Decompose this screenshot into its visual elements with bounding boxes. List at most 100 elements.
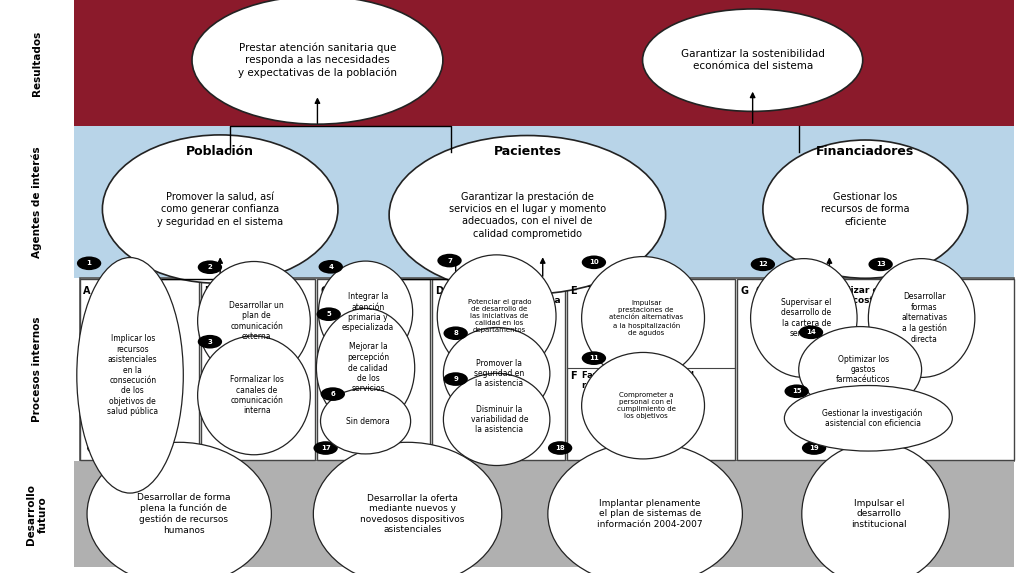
Ellipse shape [321, 388, 411, 454]
Text: Implantar plenamente
el plan de sistemas de
información 2004-2007: Implantar plenamente el plan de sistemas… [597, 499, 702, 529]
Circle shape [582, 256, 606, 269]
Text: Impulsar el
desarrollo
institucional: Impulsar el desarrollo institucional [851, 499, 907, 529]
Text: Población: Población [186, 146, 254, 158]
Text: 16: 16 [94, 445, 104, 451]
Circle shape [321, 387, 345, 401]
Ellipse shape [437, 255, 556, 378]
Text: Formalizar los
canales de
comunicación
interna: Formalizar los canales de comunicación i… [229, 375, 284, 415]
Circle shape [751, 257, 775, 271]
Bar [567, 279, 735, 460]
Text: Favorecer la mejora del
rendimiento profesional
de los RRHH: Favorecer la mejora del rendimiento prof… [582, 371, 696, 401]
Ellipse shape [316, 308, 415, 427]
Text: Agentes de interés: Agentes de interés [32, 146, 42, 258]
Circle shape [799, 325, 823, 339]
Text: Procesos internos: Procesos internos [32, 317, 42, 422]
Text: 12: 12 [758, 261, 768, 268]
Circle shape [443, 372, 468, 386]
Text: Desarrollar un
plan de
comunicación
externa: Desarrollar un plan de comunicación exte… [229, 301, 284, 341]
Text: Aumentar la
percepción
de valor: Aumentar la percepción de valor [217, 286, 280, 316]
Text: 17: 17 [321, 445, 331, 451]
Text: 13: 13 [876, 261, 886, 268]
Ellipse shape [582, 257, 705, 379]
Text: Gestionar los
recursos de forma
eficiente: Gestionar los recursos de forma eficient… [821, 192, 909, 226]
Text: 2: 2 [208, 264, 212, 270]
Text: G: G [740, 286, 749, 296]
Text: Supervisar el
desarrollo de
la cartera de
servicios: Supervisar el desarrollo de la cartera d… [781, 298, 831, 338]
Text: Desarrollar
formas
alternativas
a la gestión
directa: Desarrollar formas alternativas a la ges… [901, 292, 947, 344]
Circle shape [784, 384, 809, 398]
Text: Garantizar la
fiabilidad del sistema: Garantizar la fiabilidad del sistema [451, 286, 560, 305]
Text: 7: 7 [447, 258, 452, 264]
Ellipse shape [77, 257, 183, 493]
Circle shape [318, 260, 343, 274]
Text: 10: 10 [589, 260, 599, 265]
Text: Impulsar
prestaciones de
atención alternativas
a la hospitalización
de agudos: Impulsar prestaciones de atención altern… [609, 300, 683, 336]
Ellipse shape [102, 135, 338, 284]
Text: Disminuir la
variabilidad de
la asistencia: Disminuir la variabilidad de la asistenc… [471, 405, 528, 434]
Text: D: D [435, 286, 443, 296]
Ellipse shape [763, 140, 968, 278]
Ellipse shape [643, 9, 863, 111]
Text: Financiadores: Financiadores [816, 146, 914, 158]
Text: Desarrollo
futuro: Desarrollo futuro [26, 484, 48, 545]
Text: Promover la
seguridad en
la asistencia: Promover la seguridad en la asistencia [474, 359, 524, 388]
Ellipse shape [784, 386, 952, 451]
Circle shape [582, 351, 606, 365]
Ellipse shape [799, 327, 922, 413]
Ellipse shape [313, 442, 502, 573]
Ellipse shape [87, 442, 271, 573]
Text: Promover la salud, así
como generar confianza
y seguridad en el sistema: Promover la salud, así como generar conf… [157, 192, 284, 226]
Text: 6: 6 [331, 391, 335, 397]
Circle shape [868, 257, 893, 271]
Ellipse shape [193, 0, 442, 124]
Bar [74, 0, 1014, 126]
Text: 5: 5 [327, 311, 331, 317]
Bar [74, 126, 1014, 278]
Text: Sin demora: Sin demora [346, 417, 390, 426]
Text: E: E [570, 286, 577, 296]
Text: 3: 3 [208, 339, 212, 345]
Ellipse shape [443, 328, 550, 419]
Text: Resultados: Resultados [32, 30, 42, 96]
Ellipse shape [582, 352, 705, 459]
Circle shape [443, 327, 468, 340]
Ellipse shape [443, 374, 550, 465]
Text: Conocer y racionalizar el
crecimiento de los costes: Conocer y racionalizar el crecimiento de… [756, 286, 885, 305]
Circle shape [437, 254, 462, 268]
Text: Garantizar la sostenibilidad
económica del sistema: Garantizar la sostenibilidad económica d… [681, 49, 824, 72]
Circle shape [198, 335, 222, 348]
Text: Transformar la
oferta asistencial: Transformar la oferta asistencial [588, 286, 677, 305]
Text: Potenciar el grado
de desarrollo de
las iniciativas de
calidad en los
departamen: Potenciar el grado de desarrollo de las … [468, 299, 531, 333]
Text: Desarrollar de forma
plena la función de
gestión de recursos
humanos: Desarrollar de forma plena la función de… [137, 493, 230, 535]
Circle shape [87, 441, 112, 455]
Text: B: B [204, 286, 211, 296]
Text: A: A [83, 286, 90, 296]
Bar [201, 279, 315, 460]
Text: Desarrollar la oferta
mediante nuevos y
novedosos dispositivos
asistenciales: Desarrollar la oferta mediante nuevos y … [360, 494, 465, 534]
Text: Pacientes: Pacientes [494, 146, 561, 158]
Ellipse shape [198, 261, 310, 380]
Bar [80, 278, 1014, 461]
Text: 14: 14 [806, 329, 816, 335]
Text: Integrar la
atención
primaria y
especializada: Integrar la atención primaria y especial… [342, 292, 394, 332]
Text: 9: 9 [454, 376, 458, 382]
Text: 11: 11 [589, 355, 599, 361]
Text: Prestar atención sanitaria que
responda a las necesidades
y expectativas de la p: Prestar atención sanitaria que responda … [238, 42, 397, 78]
Bar [317, 279, 430, 460]
Ellipse shape [318, 261, 413, 363]
Text: 18: 18 [555, 445, 565, 451]
Ellipse shape [751, 258, 857, 378]
Text: Orientarse
al paciente: Orientarse al paciente [334, 286, 390, 305]
Ellipse shape [802, 442, 949, 573]
Bar [80, 279, 199, 460]
Text: Mejorar la
percepción
de calidad
de los
servicios: Mejorar la percepción de calidad de los … [347, 342, 389, 394]
Ellipse shape [198, 336, 310, 455]
Circle shape [548, 441, 572, 455]
Circle shape [77, 257, 101, 270]
Text: 8: 8 [454, 330, 458, 336]
Text: Gestionar la investigación
asistencial con eficiencia: Gestionar la investigación asistencial c… [822, 409, 923, 428]
Text: 15: 15 [792, 388, 802, 394]
Ellipse shape [548, 442, 742, 573]
Ellipse shape [389, 136, 666, 294]
Circle shape [802, 441, 826, 455]
